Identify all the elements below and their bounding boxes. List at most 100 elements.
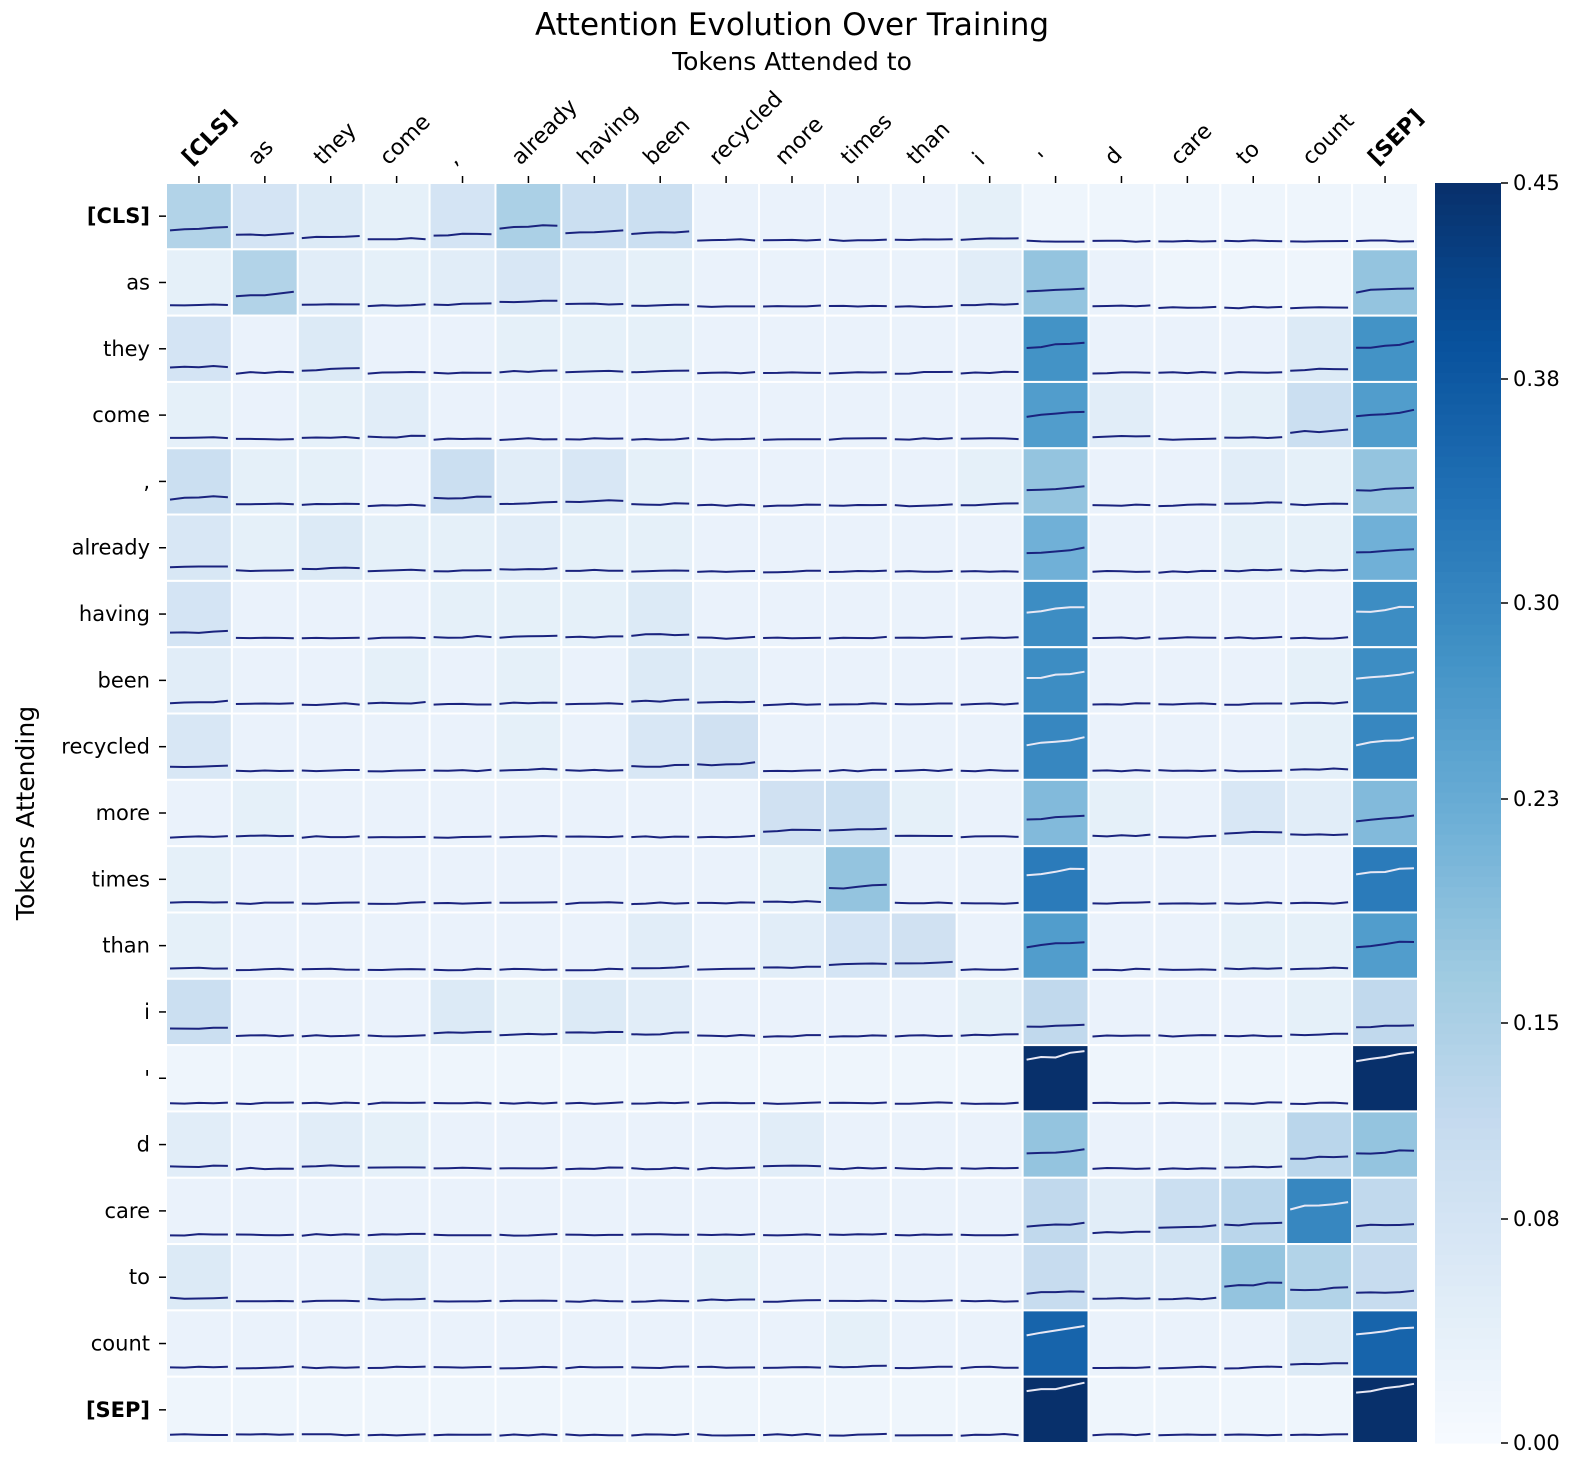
evolution-line	[235, 290, 294, 298]
evolution-line	[894, 503, 953, 508]
evolution-line	[1290, 701, 1349, 705]
heatmap-cell	[494, 1243, 563, 1312]
evolution-line	[697, 901, 756, 905]
evolution-line	[301, 502, 360, 506]
colorbar-segment	[1435, 991, 1501, 1003]
evolution-line	[1158, 636, 1217, 640]
colorbar-segment	[1435, 949, 1501, 961]
evolution-line	[763, 769, 821, 773]
evolution-line	[828, 962, 887, 966]
evolution-line	[1158, 834, 1217, 839]
evolution-line	[499, 1365, 558, 1370]
evolution-line	[301, 1299, 360, 1303]
evolution-line	[433, 495, 492, 500]
heatmap-cell	[1087, 1375, 1156, 1444]
evolution-line	[367, 1297, 426, 1301]
heatmap-cell	[494, 712, 563, 781]
heatmap-cell	[296, 1176, 365, 1246]
evolution-line	[1224, 635, 1283, 640]
evolution-line	[960, 835, 1019, 839]
colorbar-segment	[1435, 960, 1501, 972]
evolution-line	[499, 701, 558, 705]
colorbar-segment	[1435, 1432, 1501, 1444]
heatmap-cell	[692, 1375, 761, 1444]
heatmap-cell	[362, 1243, 431, 1312]
evolution-line	[169, 495, 228, 501]
evolution-line	[169, 565, 228, 569]
evolution-line	[1092, 569, 1151, 573]
x-tick-label: been	[639, 114, 696, 171]
heatmap-cell	[165, 977, 233, 1047]
x-tick-label: to	[1232, 137, 1265, 170]
evolution-line	[367, 835, 426, 839]
heatmap-cell	[1087, 447, 1156, 516]
heatmap-cell	[1351, 447, 1419, 516]
evolution-line	[433, 1365, 492, 1369]
y-tick-label: ,	[143, 469, 150, 493]
evolution-line	[960, 702, 1019, 706]
chart-title: Attention Evolution Over Training	[535, 7, 1049, 43]
evolution-line	[763, 636, 821, 640]
evolution-line	[1026, 941, 1085, 949]
heatmap-cell	[1285, 1375, 1354, 1444]
heatmap-cell	[1153, 314, 1222, 383]
evolution-line	[763, 371, 821, 374]
evolution-line	[235, 901, 294, 905]
evolution-line	[301, 901, 360, 905]
colorbar-segment	[1435, 1191, 1501, 1203]
evolution-line	[433, 835, 492, 839]
evolution-line	[499, 634, 558, 639]
evolution-line	[1026, 1221, 1085, 1228]
evolution-line	[763, 569, 821, 574]
evolution-line	[1026, 736, 1085, 747]
x-tick-label: d	[1100, 143, 1128, 171]
colorbar: 0.00 0.08 0.15 0.23 0.30 0.38 0.45	[1435, 171, 1560, 1455]
evolution-line	[1026, 341, 1085, 349]
x-tick-label: they	[309, 118, 361, 170]
heatmap-cell	[1021, 977, 1090, 1047]
evolution-line	[960, 1033, 1019, 1037]
heatmap-cell	[955, 712, 1024, 781]
colorbar-segment	[1435, 309, 1501, 321]
evolution-line	[301, 1101, 360, 1105]
evolution-line	[433, 1030, 492, 1035]
evolution-line	[1356, 1326, 1415, 1336]
evolution-line	[763, 828, 821, 833]
colorbar-segment	[1435, 907, 1501, 919]
colorbar-tick-label: 0.23	[1513, 787, 1560, 811]
evolution-line	[169, 901, 228, 904]
heatmap-cell	[560, 248, 629, 317]
evolution-line	[169, 699, 228, 705]
colorbar-segment	[1435, 204, 1501, 216]
evolution-line	[631, 901, 690, 906]
evolution-line	[631, 1432, 690, 1437]
evolution-line	[499, 567, 558, 571]
colorbar-segment	[1435, 319, 1501, 331]
evolution-line	[960, 237, 1019, 241]
heatmap-cell	[1219, 977, 1288, 1047]
evolution-line	[631, 1299, 690, 1303]
colorbar-segment	[1435, 193, 1501, 205]
heatmap-cell	[955, 1176, 1024, 1246]
evolution-line	[367, 1034, 426, 1038]
heatmap-cell	[823, 646, 892, 715]
evolution-line	[169, 1026, 228, 1030]
colorbar-segment	[1435, 456, 1501, 468]
evolution-line	[1026, 1023, 1085, 1028]
colorbar-segment	[1435, 697, 1501, 709]
y-tick-label: to	[129, 1265, 150, 1289]
evolution-line	[894, 1233, 953, 1237]
heatmap-cell	[626, 1044, 695, 1113]
evolution-line	[1026, 1148, 1085, 1155]
heatmap-cell	[230, 977, 299, 1047]
evolution-line	[894, 702, 953, 706]
evolution-line	[1290, 306, 1349, 310]
evolution-line	[565, 901, 624, 906]
y-tick-label: recycled	[61, 735, 150, 759]
evolution-line	[1224, 1221, 1283, 1227]
evolution-line	[235, 834, 294, 838]
evolution-line	[960, 1432, 1019, 1437]
heatmap-cell	[1087, 1176, 1156, 1246]
colorbar-segment	[1435, 823, 1501, 835]
heatmap-cell	[1351, 182, 1419, 251]
